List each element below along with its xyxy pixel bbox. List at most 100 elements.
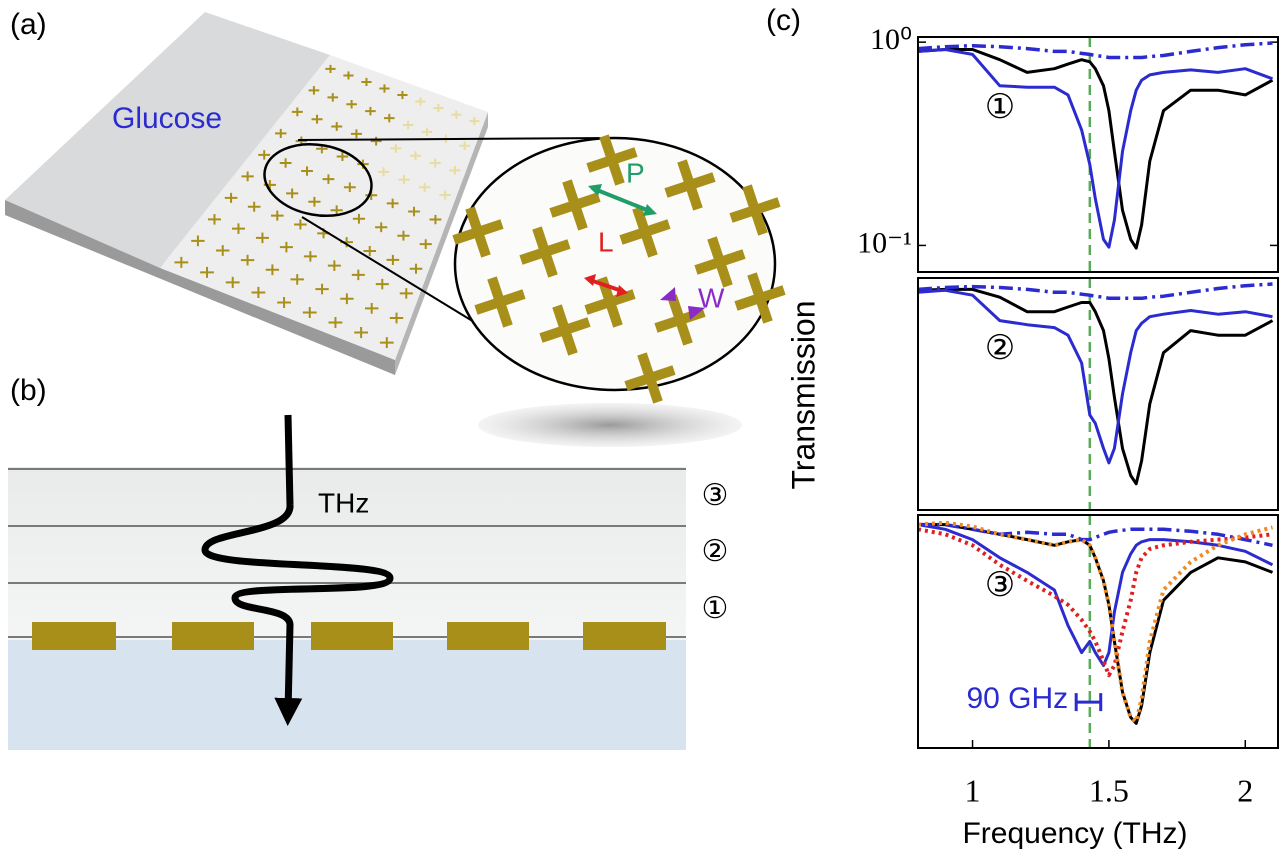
- cross: [375, 278, 389, 290]
- cross: [397, 90, 408, 100]
- p-arrow: [591, 186, 653, 214]
- array-area: [160, 55, 488, 360]
- cross: [207, 214, 221, 225]
- inset-cross: [539, 304, 591, 356]
- slab-side: [395, 112, 488, 375]
- series-line: [918, 287, 1274, 486]
- cross: [429, 158, 441, 168]
- cross: [383, 113, 395, 123]
- cross: [389, 312, 404, 324]
- thz-label: THz: [318, 487, 369, 518]
- cross: [174, 256, 189, 268]
- cross: [240, 254, 255, 266]
- cross: [294, 219, 307, 230]
- cross: [343, 71, 354, 80]
- panel-label: (a): [10, 8, 47, 41]
- cross: [286, 188, 299, 199]
- layer-label: ①: [702, 592, 729, 625]
- substrate: [8, 640, 686, 750]
- cross: [365, 106, 376, 116]
- inset-cross: [474, 276, 526, 328]
- cross: [308, 196, 321, 207]
- shadow: [478, 403, 742, 447]
- resonators: [32, 622, 666, 650]
- cross: [375, 222, 388, 233]
- cross: [275, 128, 287, 138]
- sample-slab: [5, 12, 488, 375]
- cross: [277, 296, 291, 308]
- series-line: [918, 282, 1273, 301]
- l-arrow-head: [584, 274, 596, 286]
- y-tick-label: 10⁰: [870, 23, 912, 56]
- layer-label: ③: [702, 479, 729, 512]
- cross: [191, 235, 205, 247]
- cross: [433, 104, 444, 113]
- series-line: [918, 523, 1274, 667]
- cross: [343, 182, 356, 192]
- cross: [231, 223, 245, 234]
- resonator: [583, 622, 666, 650]
- cross: [311, 114, 323, 124]
- w-label: W: [698, 282, 725, 313]
- cross: [327, 260, 341, 271]
- glucose-label: Glucose: [112, 102, 222, 135]
- cross: [302, 306, 317, 319]
- cross: [303, 251, 317, 262]
- cross: [469, 117, 480, 126]
- layer-stack: [8, 467, 686, 640]
- cross: [255, 232, 269, 244]
- cross: [270, 210, 284, 221]
- w-marker: [660, 287, 676, 301]
- span-label: 90 GHz: [966, 682, 1068, 715]
- zoom-line: [297, 137, 611, 141]
- cross: [398, 175, 410, 185]
- cross: [336, 151, 349, 162]
- inset-cross: [519, 226, 571, 278]
- cross: [258, 150, 271, 160]
- cross: [322, 174, 335, 184]
- cross: [352, 213, 366, 224]
- cross: [415, 97, 426, 106]
- l-label: L: [598, 226, 614, 257]
- cross: [421, 127, 433, 137]
- inset-cross: [549, 179, 601, 231]
- cross: [365, 302, 379, 314]
- p-arrow-head: [588, 184, 602, 196]
- cross: [419, 239, 432, 250]
- cross: [330, 205, 343, 216]
- cross: [408, 206, 420, 217]
- plot-frame: [917, 277, 1279, 511]
- cross: [410, 151, 422, 161]
- series-line: [918, 48, 1274, 250]
- inset-cross: [624, 352, 676, 404]
- series-line: [918, 522, 1273, 548]
- cross: [301, 166, 313, 176]
- y-tick-label: 10⁻¹: [857, 226, 912, 259]
- cross: [224, 192, 238, 203]
- cross: [340, 293, 354, 305]
- cross: [291, 107, 303, 117]
- cross: [327, 93, 339, 102]
- panel-annotation: ②: [985, 329, 1015, 367]
- cross: [397, 230, 410, 241]
- zoom-ellipse: [263, 143, 373, 217]
- inset-crosses: [452, 134, 786, 404]
- cross: [363, 246, 377, 257]
- cross: [325, 64, 336, 73]
- y-axis-label: Transmission: [785, 300, 821, 489]
- inset-cross: [619, 206, 671, 258]
- p-label: P: [626, 157, 645, 188]
- cross: [328, 317, 343, 329]
- w-marker: [688, 306, 705, 320]
- cross: [351, 269, 365, 281]
- cross: [251, 286, 266, 298]
- inset-cross: [664, 159, 716, 211]
- cross: [241, 171, 254, 182]
- l-arrow: [589, 278, 623, 293]
- cross: [418, 182, 431, 192]
- cross: [346, 100, 357, 109]
- charts: 10⁰ 10⁻¹ ① ② Transmission 1 1.5 2 90 GHz ③ Frequen…: [785, 23, 1279, 850]
- inset-cross: [734, 272, 786, 324]
- x-axis-label: Frequency (THz): [962, 817, 1187, 850]
- cross: [354, 327, 369, 339]
